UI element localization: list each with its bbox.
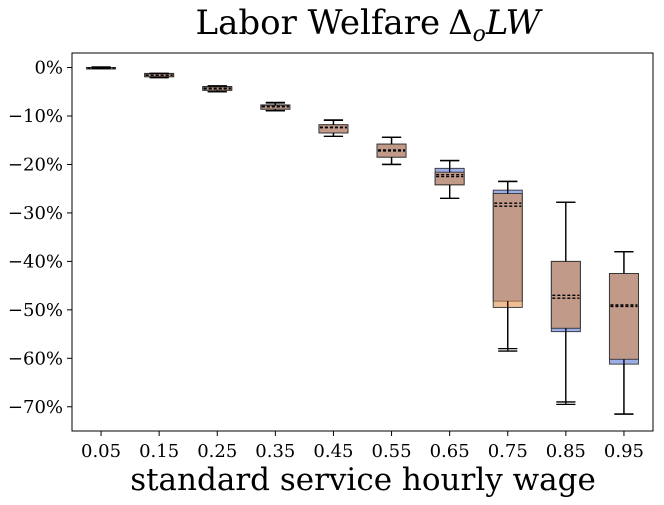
y-tick-label: −50% (8, 300, 63, 321)
x-axis-label: standard service hourly wage (130, 462, 596, 498)
x-tick-label: 0.55 (372, 441, 412, 462)
chart-title-text: Labor Welfare (196, 3, 441, 43)
box-orange (318, 124, 349, 134)
box-orange (376, 143, 407, 158)
x-tick-label: 0.45 (313, 441, 353, 462)
box-orange (260, 104, 291, 110)
x-tick-label: 0.25 (197, 441, 237, 462)
x-tick-label: 0.65 (430, 441, 470, 462)
y-tick-label: −70% (8, 397, 63, 418)
chart-title: Labor Welfare ΔoLW (196, 3, 544, 47)
y-tick-label: 0% (34, 58, 63, 79)
plot-area: 0% −10% −20% −30% −40% −50% −60% −70% 0.05 0.15 0.… (8, 52, 654, 462)
chart-title-math-sub: o (473, 22, 486, 47)
x-tick-label: 0.95 (604, 441, 644, 462)
box-orange (202, 86, 233, 91)
x-tick-label: 0.75 (488, 441, 528, 462)
y-tick-label: −10% (8, 106, 63, 127)
chart-title-math: Δ (448, 3, 473, 43)
plot-frame (71, 52, 654, 432)
box-orange (608, 273, 639, 360)
y-tick-label: −20% (8, 154, 63, 175)
x-tick-label: 0.35 (255, 441, 295, 462)
box-orange (144, 73, 175, 78)
x-tick-label: 0.15 (139, 441, 179, 462)
box-orange (550, 260, 581, 329)
y-tick-label: −60% (8, 348, 63, 369)
box-orange (434, 171, 465, 186)
y-tick-label: −40% (8, 251, 63, 272)
x-tick-label: 0.05 (81, 441, 121, 462)
chart-title-math-tail: LW (485, 3, 544, 43)
x-tick-label: 0.85 (546, 441, 586, 462)
y-tick-label: −30% (8, 203, 63, 224)
box-orange (492, 193, 523, 308)
